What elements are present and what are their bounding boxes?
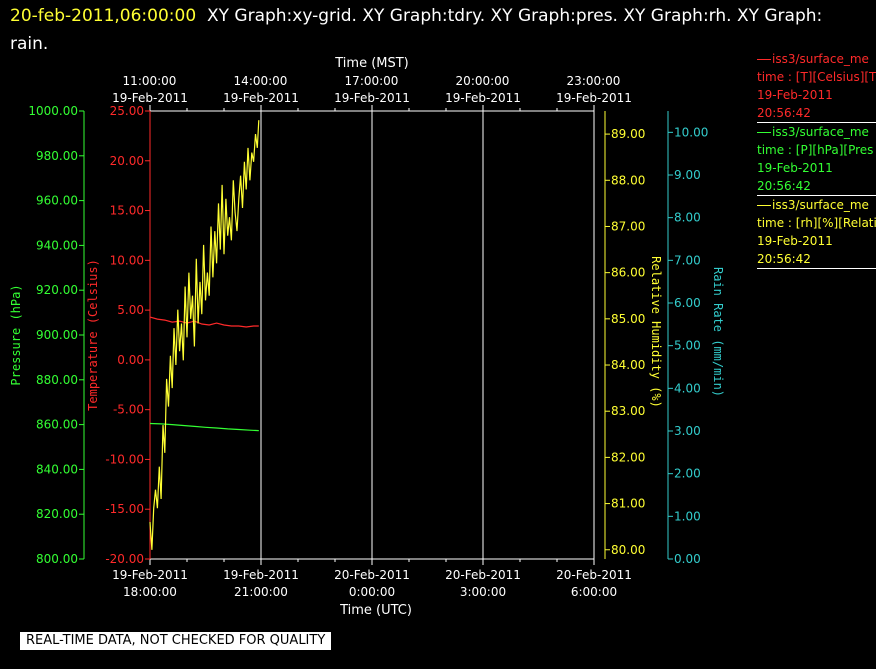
rain-tick-label: 8.00 [674, 211, 701, 225]
legend-time: 20:56:42 [757, 252, 811, 266]
x-tick-label-top-date: 19-Feb-2011 [223, 91, 299, 105]
legend-series-name-text: iss3/surface_me [772, 52, 869, 66]
legend-date: 19-Feb-2011 [757, 234, 833, 248]
legend-line-swatch [757, 205, 771, 206]
x-tick-label-bottom-time: 6:00:00 [571, 585, 617, 599]
x-tick-label-bottom-time: 18:00:00 [123, 585, 177, 599]
temperature-tick-label: -20.00 [105, 552, 144, 566]
legend-series-name-text: iss3/surface_me [772, 198, 869, 212]
pressure-tick-label: 800.00 [36, 552, 78, 566]
legend-time: 20:56:42 [757, 106, 811, 120]
pressure-tick-label: 1000.00 [28, 104, 78, 118]
x-tick-label-top-time: 23:00:00 [567, 74, 621, 88]
graph-title: XY Graph:xy-grid. XY Graph:tdry. XY Grap… [10, 6, 823, 54]
legend-line-swatch [757, 132, 771, 133]
legend-series-name: iss3/surface_me [757, 196, 876, 214]
x-tick-label-bottom-date: 20-Feb-2011 [334, 568, 410, 582]
pressure-tick-label: 860.00 [36, 418, 78, 432]
bottom-axis-title: Time (UTC) [339, 603, 412, 618]
rain-tick-label: 0.00 [674, 552, 701, 566]
temperature-tick-label: 15.00 [110, 204, 144, 218]
rain-tick-label: 5.00 [674, 339, 701, 353]
rain-tick-label: 9.00 [674, 168, 701, 182]
rh-tick-label: 82.00 [611, 450, 645, 464]
legend-time: 20:56:42 [757, 179, 811, 193]
x-tick-label-top-time: 17:00:00 [345, 74, 399, 88]
temperature-tick-label: 0.00 [117, 353, 144, 367]
top-axis-title: Time (MST) [334, 56, 409, 71]
x-tick-label-bottom-time: 21:00:00 [234, 585, 288, 599]
rh-tick-label: 85.00 [611, 312, 645, 326]
x-tick-label-top-time: 20:00:00 [456, 74, 510, 88]
rh-tick-label: 86.00 [611, 266, 645, 280]
temperature-tick-label: 5.00 [117, 303, 144, 317]
x-tick-label-bottom-date: 20-Feb-2011 [556, 568, 632, 582]
x-tick-label-bottom-date: 19-Feb-2011 [112, 568, 188, 582]
temperature-tick-label: 25.00 [110, 104, 144, 118]
pressure-tick-label: 880.00 [36, 373, 78, 387]
rh-tick-label: 83.00 [611, 404, 645, 418]
x-tick-label-top-time: 11:00:00 [123, 74, 177, 88]
x-tick-label-bottom-date: 19-Feb-2011 [223, 568, 299, 582]
legend-date: 19-Feb-2011 [757, 161, 833, 175]
pressure-tick-label: 840.00 [36, 462, 78, 476]
rain-tick-label: 10.00 [674, 125, 708, 139]
temperature-tick-label: -15.00 [105, 502, 144, 516]
legend: iss3/surface_me time : [T][Celsius][T 19-F… [757, 50, 876, 269]
x-tick-label-top-date: 19-Feb-2011 [112, 91, 188, 105]
pressure-tick-label: 820.00 [36, 507, 78, 521]
x-tick-label-bottom-date: 20-Feb-2011 [445, 568, 521, 582]
pressure-tick-label: 960.00 [36, 194, 78, 208]
temperature-tick-label: -10.00 [105, 452, 144, 466]
temperature-axis-title: Temperature (Celsius) [86, 259, 100, 411]
legend-date: 19-Feb-2011 [757, 88, 833, 102]
legend-line-swatch [757, 59, 771, 60]
rh-tick-label: 89.00 [611, 127, 645, 141]
graph-title-bar: 20-feb-2011,06:00:00 XY Graph:xy-grid. X… [10, 2, 860, 58]
rain-axis-title: Rain Rate (mm/min) [711, 267, 725, 397]
quality-warning-label: REAL-TIME DATA, NOT CHECKED FOR QUALITY [20, 632, 332, 650]
legend-series-desc: time : [rh][%][Relati [757, 216, 876, 230]
x-tick-label-bottom-time: 0:00:00 [349, 585, 395, 599]
pressure-tick-label: 940.00 [36, 238, 78, 252]
legend-series-desc: time : [P][hPa][Pres [757, 143, 874, 157]
legend-series-name: iss3/surface_me [757, 123, 876, 141]
pressure-tick-label: 900.00 [36, 328, 78, 342]
rain-tick-label: 1.00 [674, 509, 701, 523]
rain-tick-label: 3.00 [674, 424, 701, 438]
pressure-tick-label: 980.00 [36, 149, 78, 163]
rh-tick-label: 81.00 [611, 497, 645, 511]
series-line-P [149, 422, 259, 432]
rain-tick-label: 7.00 [674, 253, 701, 267]
pressure-axis-title: Pressure (hPa) [9, 284, 23, 385]
x-tick-label-bottom-time: 3:00:00 [460, 585, 506, 599]
rain-tick-label: 6.00 [674, 296, 701, 310]
legend-series-name-text: iss3/surface_me [772, 125, 869, 139]
rh-tick-label: 84.00 [611, 358, 645, 372]
x-tick-label-top-date: 19-Feb-2011 [334, 91, 410, 105]
rain-tick-label: 4.00 [674, 381, 701, 395]
legend-series-desc: time : [T][Celsius][T [757, 70, 876, 84]
rh-tick-label: 87.00 [611, 219, 645, 233]
rh-axis-title: Relative Humidity (%) [649, 256, 663, 408]
temperature-tick-label: -5.00 [113, 403, 144, 417]
temperature-tick-label: 20.00 [110, 154, 144, 168]
x-tick-label-top-date: 19-Feb-2011 [445, 91, 521, 105]
x-tick-label-top-date: 19-Feb-2011 [556, 91, 632, 105]
pressure-tick-label: 920.00 [36, 283, 78, 297]
rain-tick-label: 2.00 [674, 467, 701, 481]
legend-series-name: iss3/surface_me [757, 50, 876, 68]
rh-tick-label: 88.00 [611, 173, 645, 187]
temperature-tick-label: 10.00 [110, 253, 144, 267]
graph-timestamp: 20-feb-2011,06:00:00 [10, 6, 197, 26]
series-line-T [149, 316, 259, 328]
series-line-rh [149, 120, 260, 550]
x-tick-label-top-time: 14:00:00 [234, 74, 288, 88]
rh-tick-label: 80.00 [611, 543, 645, 557]
